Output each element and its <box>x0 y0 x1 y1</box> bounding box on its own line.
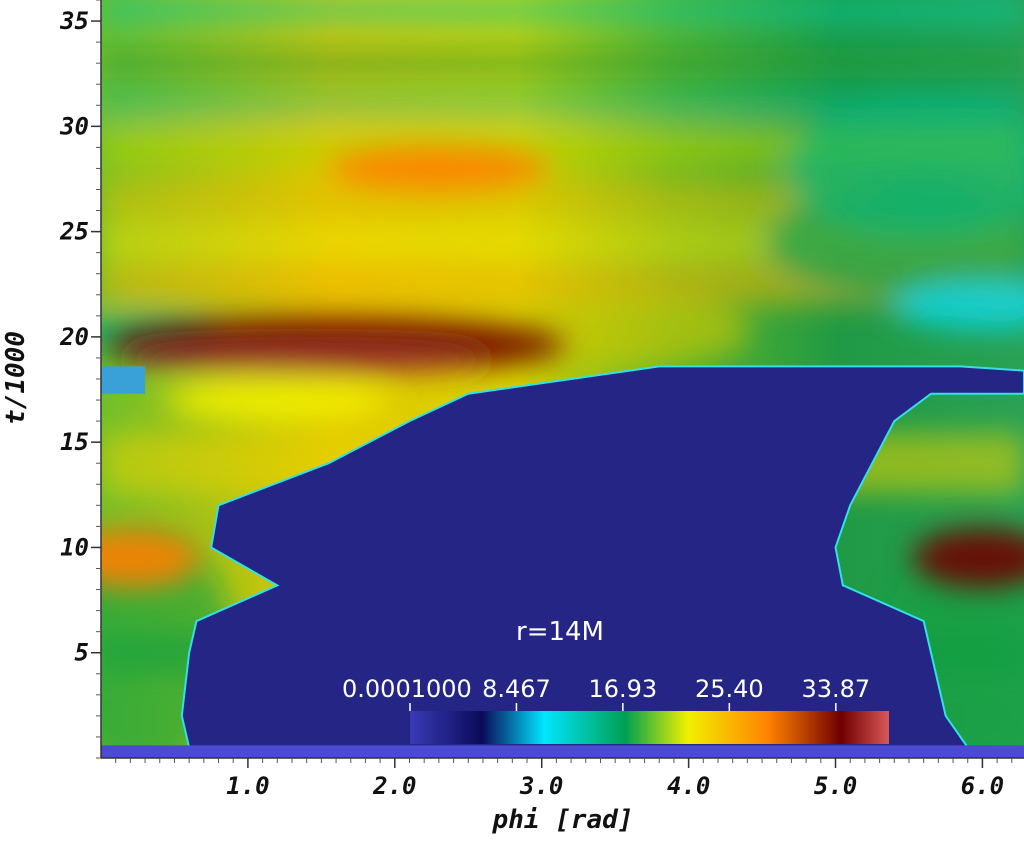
x-tick-label: 6.0 <box>961 772 1004 800</box>
radius-annotation: r=14M <box>516 617 604 647</box>
colorbar: 0.0001000 8.467 16.93 25.40 33.87 <box>342 675 889 744</box>
y-tick-label: 5 <box>75 639 89 667</box>
hotspot <box>101 527 201 588</box>
x-axis-label: phi [rad] <box>492 805 634 835</box>
y-tick-label: 15 <box>60 428 89 456</box>
field-texture <box>101 0 1024 758</box>
texture-band <box>101 0 1024 26</box>
texture-blob <box>892 280 1024 331</box>
hotspot <box>328 146 549 191</box>
y-tick-label: 25 <box>59 218 89 246</box>
x-tick-label: 1.0 <box>226 772 269 800</box>
texture-blob <box>783 98 1024 239</box>
y-ticks: 5 10 15 20 25 30 35 <box>59 7 101 667</box>
colorbar-tick-label: 25.40 <box>695 675 764 703</box>
colorbar-ticks: 0.0001000 8.467 16.93 25.40 33.87 <box>342 675 870 711</box>
plot-area <box>101 0 1024 758</box>
hotspots <box>101 146 1024 588</box>
empty-region-sliver <box>101 366 146 394</box>
colorbar-tick-label: 8.467 <box>482 675 551 703</box>
x-minor-ticks <box>115 758 1013 763</box>
colorbar-bar <box>410 711 889 744</box>
x-tick-label: 3.0 <box>519 772 563 800</box>
hotspot <box>126 350 487 371</box>
texture-blob <box>509 295 750 366</box>
hotspot <box>167 378 388 423</box>
y-tick-label: 10 <box>60 533 89 561</box>
colorbar-tick-label: 33.87 <box>801 675 870 703</box>
colorbar-tick-label: 16.93 <box>588 675 657 703</box>
x-tick-label: 4.0 <box>667 772 710 800</box>
x-tick-label: 2.0 <box>372 772 416 800</box>
x-ticks: 1.0 2.0 3.0 4.0 5.0 6.0 <box>226 758 1004 800</box>
hotspot <box>912 527 1024 588</box>
y-tick-label: 20 <box>59 323 89 351</box>
colorbar-tick-label: 0.0001000 <box>342 675 472 703</box>
texture-band <box>101 48 1024 79</box>
y-axis-label: t/1000 <box>1 331 31 425</box>
y-tick-label: 30 <box>59 112 89 140</box>
empty-region <box>180 365 1024 749</box>
axes: 1.0 2.0 3.0 4.0 5.0 6.0 5 10 15 20 25 30 35 <box>59 0 1024 800</box>
y-tick-label: 35 <box>59 7 89 35</box>
bottom-strip <box>101 745 1024 758</box>
x-tick-label: 5.0 <box>814 772 857 800</box>
